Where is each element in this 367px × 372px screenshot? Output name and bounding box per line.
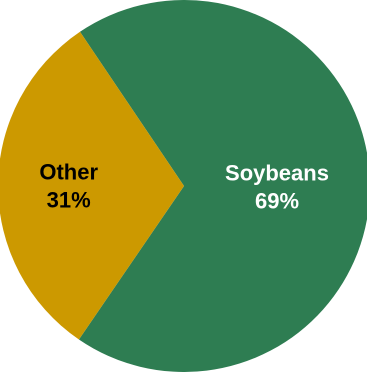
slice-label-other: Other <box>39 160 98 185</box>
pie-slice-other <box>0 31 184 340</box>
labels-layer: Soybeans 69% Other 31% <box>39 160 329 214</box>
slice-value-label-soybeans: 69% <box>255 188 299 213</box>
slice-label-soybeans: Soybeans <box>225 160 329 185</box>
pie-slice-soybeans <box>78 0 367 372</box>
slice-value-label-other: 31% <box>47 188 91 213</box>
